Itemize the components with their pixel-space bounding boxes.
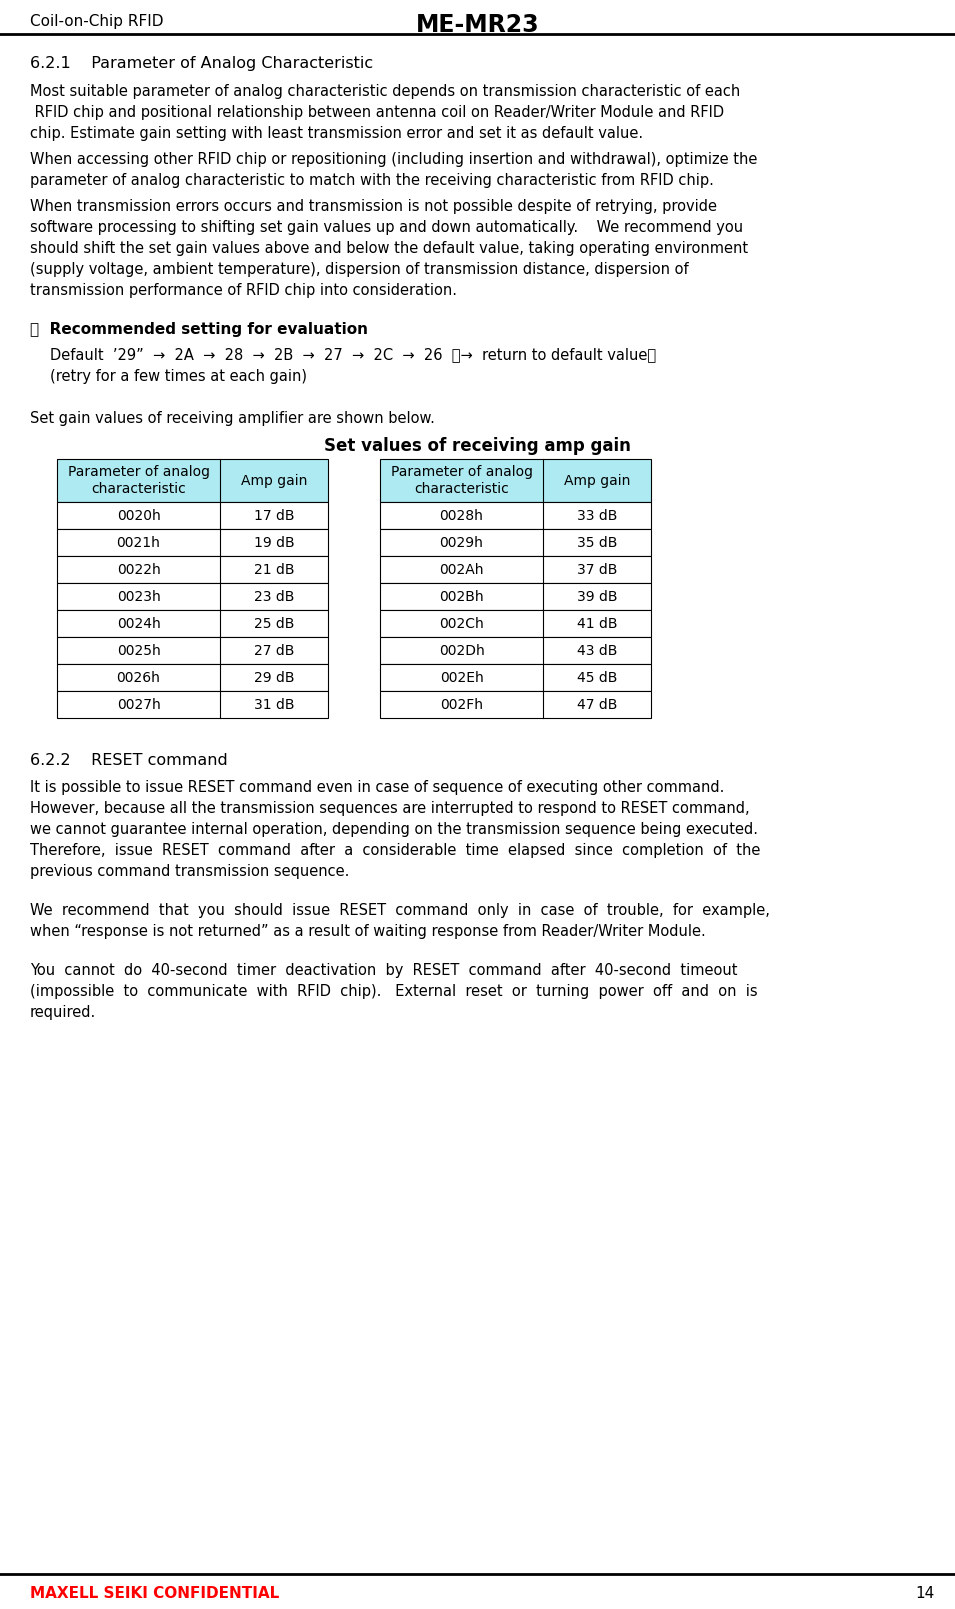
Text: 002Eh: 002Eh — [439, 671, 483, 684]
Text: However, because all the transmission sequences are interrupted to respond to RE: However, because all the transmission se… — [30, 801, 750, 816]
Text: ・  Recommended setting for evaluation: ・ Recommended setting for evaluation — [30, 322, 368, 336]
Text: When accessing other RFID chip or repositioning (including insertion and withdra: When accessing other RFID chip or reposi… — [30, 151, 757, 167]
Bar — [380, 690, 651, 718]
Text: Most suitable parameter of analog characteristic depends on transmission charact: Most suitable parameter of analog charac… — [30, 84, 740, 100]
Bar — [57, 610, 328, 637]
Text: Amp gain: Amp gain — [241, 473, 308, 488]
Bar — [380, 502, 651, 529]
Text: Set values of receiving amp gain: Set values of receiving amp gain — [324, 438, 631, 455]
Text: Coil-on-Chip RFID: Coil-on-Chip RFID — [30, 14, 163, 29]
Text: 6.2.2    RESET command: 6.2.2 RESET command — [30, 753, 227, 767]
Text: 39 dB: 39 dB — [577, 589, 617, 603]
Bar — [57, 459, 328, 502]
Text: 0027h: 0027h — [117, 697, 160, 711]
Bar — [380, 637, 651, 665]
Text: software processing to shifting set gain values up and down automatically.    We: software processing to shifting set gain… — [30, 220, 743, 235]
Text: 25 dB: 25 dB — [254, 616, 294, 631]
Text: Therefore,  issue  RESET  command  after  a  considerable  time  elapsed  since : Therefore, issue RESET command after a c… — [30, 843, 760, 858]
Text: 29 dB: 29 dB — [254, 671, 294, 684]
Text: Amp gain: Amp gain — [563, 473, 630, 488]
Text: 002Ah: 002Ah — [439, 563, 484, 576]
Text: 0024h: 0024h — [117, 616, 160, 631]
Text: 0021h: 0021h — [117, 536, 160, 550]
Text: 0029h: 0029h — [439, 536, 483, 550]
Text: 0028h: 0028h — [439, 508, 483, 523]
Text: when “response is not returned” as a result of waiting response from Reader/Writ: when “response is not returned” as a res… — [30, 924, 706, 940]
Bar — [380, 459, 651, 502]
Text: RFID chip and positional relationship between antenna coil on Reader/Writer Modu: RFID chip and positional relationship be… — [30, 105, 724, 121]
Text: should shift the set gain values above and below the default value, taking opera: should shift the set gain values above a… — [30, 241, 748, 256]
Bar — [57, 665, 328, 690]
Text: 31 dB: 31 dB — [254, 697, 294, 711]
Text: Parameter of analog
characteristic: Parameter of analog characteristic — [391, 465, 533, 496]
Text: 47 dB: 47 dB — [577, 697, 617, 711]
Bar — [380, 610, 651, 637]
Bar — [57, 529, 328, 557]
Text: (impossible  to  communicate  with  RFID  chip).   External  reset  or  turning : (impossible to communicate with RFID chi… — [30, 985, 757, 999]
Text: Set gain values of receiving amplifier are shown below.: Set gain values of receiving amplifier a… — [30, 410, 435, 426]
Text: 002Dh: 002Dh — [438, 644, 484, 658]
Text: (retry for a few times at each gain): (retry for a few times at each gain) — [50, 368, 307, 385]
Text: 19 dB: 19 dB — [254, 536, 294, 550]
Text: 33 dB: 33 dB — [577, 508, 617, 523]
Text: required.: required. — [30, 1006, 96, 1020]
Text: 0026h: 0026h — [117, 671, 160, 684]
Text: chip. Estimate gain setting with least transmission error and set it as default : chip. Estimate gain setting with least t… — [30, 126, 643, 142]
Text: 0022h: 0022h — [117, 563, 160, 576]
Bar — [380, 557, 651, 582]
Text: You  cannot  do  40-second  timer  deactivation  by  RESET  command  after  40-s: You cannot do 40-second timer deactivati… — [30, 964, 737, 978]
Text: Default  ’29”  →  2A  →  28  →  2B  →  27  →  2C  →  26  （→  return to default v: Default ’29” → 2A → 28 → 2B → 27 → 2C → … — [50, 348, 656, 362]
Text: 0020h: 0020h — [117, 508, 160, 523]
Text: 0025h: 0025h — [117, 644, 160, 658]
Text: It is possible to issue RESET command even in case of sequence of executing othe: It is possible to issue RESET command ev… — [30, 780, 725, 795]
Text: 43 dB: 43 dB — [577, 644, 617, 658]
Text: transmission performance of RFID chip into consideration.: transmission performance of RFID chip in… — [30, 283, 457, 298]
Bar — [380, 529, 651, 557]
Text: 002Ch: 002Ch — [439, 616, 484, 631]
Bar — [380, 582, 651, 610]
Text: 002Fh: 002Fh — [440, 697, 483, 711]
Text: 14: 14 — [916, 1586, 935, 1601]
Text: MAXELL SEIKI CONFIDENTIAL: MAXELL SEIKI CONFIDENTIAL — [30, 1586, 279, 1601]
Text: 45 dB: 45 dB — [577, 671, 617, 684]
Bar — [57, 582, 328, 610]
Text: We  recommend  that  you  should  issue  RESET  command  only  in  case  of  tro: We recommend that you should issue RESET… — [30, 903, 770, 919]
Text: Parameter of analog
characteristic: Parameter of analog characteristic — [68, 465, 209, 496]
Text: 35 dB: 35 dB — [577, 536, 617, 550]
Text: When transmission errors occurs and transmission is not possible despite of retr: When transmission errors occurs and tran… — [30, 200, 717, 214]
Text: 17 dB: 17 dB — [254, 508, 294, 523]
Bar — [380, 665, 651, 690]
Text: parameter of analog characteristic to match with the receiving characteristic fr: parameter of analog characteristic to ma… — [30, 174, 714, 188]
Bar — [57, 637, 328, 665]
Text: 27 dB: 27 dB — [254, 644, 294, 658]
Bar — [57, 690, 328, 718]
Bar — [57, 557, 328, 582]
Text: 6.2.1    Parameter of Analog Characteristic: 6.2.1 Parameter of Analog Characteristic — [30, 56, 373, 71]
Text: 002Bh: 002Bh — [439, 589, 484, 603]
Text: ME-MR23: ME-MR23 — [415, 13, 540, 37]
Text: 41 dB: 41 dB — [577, 616, 617, 631]
Text: previous command transmission sequence.: previous command transmission sequence. — [30, 864, 350, 879]
Bar — [57, 502, 328, 529]
Text: 21 dB: 21 dB — [254, 563, 294, 576]
Text: (supply voltage, ambient temperature), dispersion of transmission distance, disp: (supply voltage, ambient temperature), d… — [30, 262, 689, 277]
Text: 23 dB: 23 dB — [254, 589, 294, 603]
Text: 0023h: 0023h — [117, 589, 160, 603]
Text: we cannot guarantee internal operation, depending on the transmission sequence b: we cannot guarantee internal operation, … — [30, 822, 758, 837]
Text: 37 dB: 37 dB — [577, 563, 617, 576]
